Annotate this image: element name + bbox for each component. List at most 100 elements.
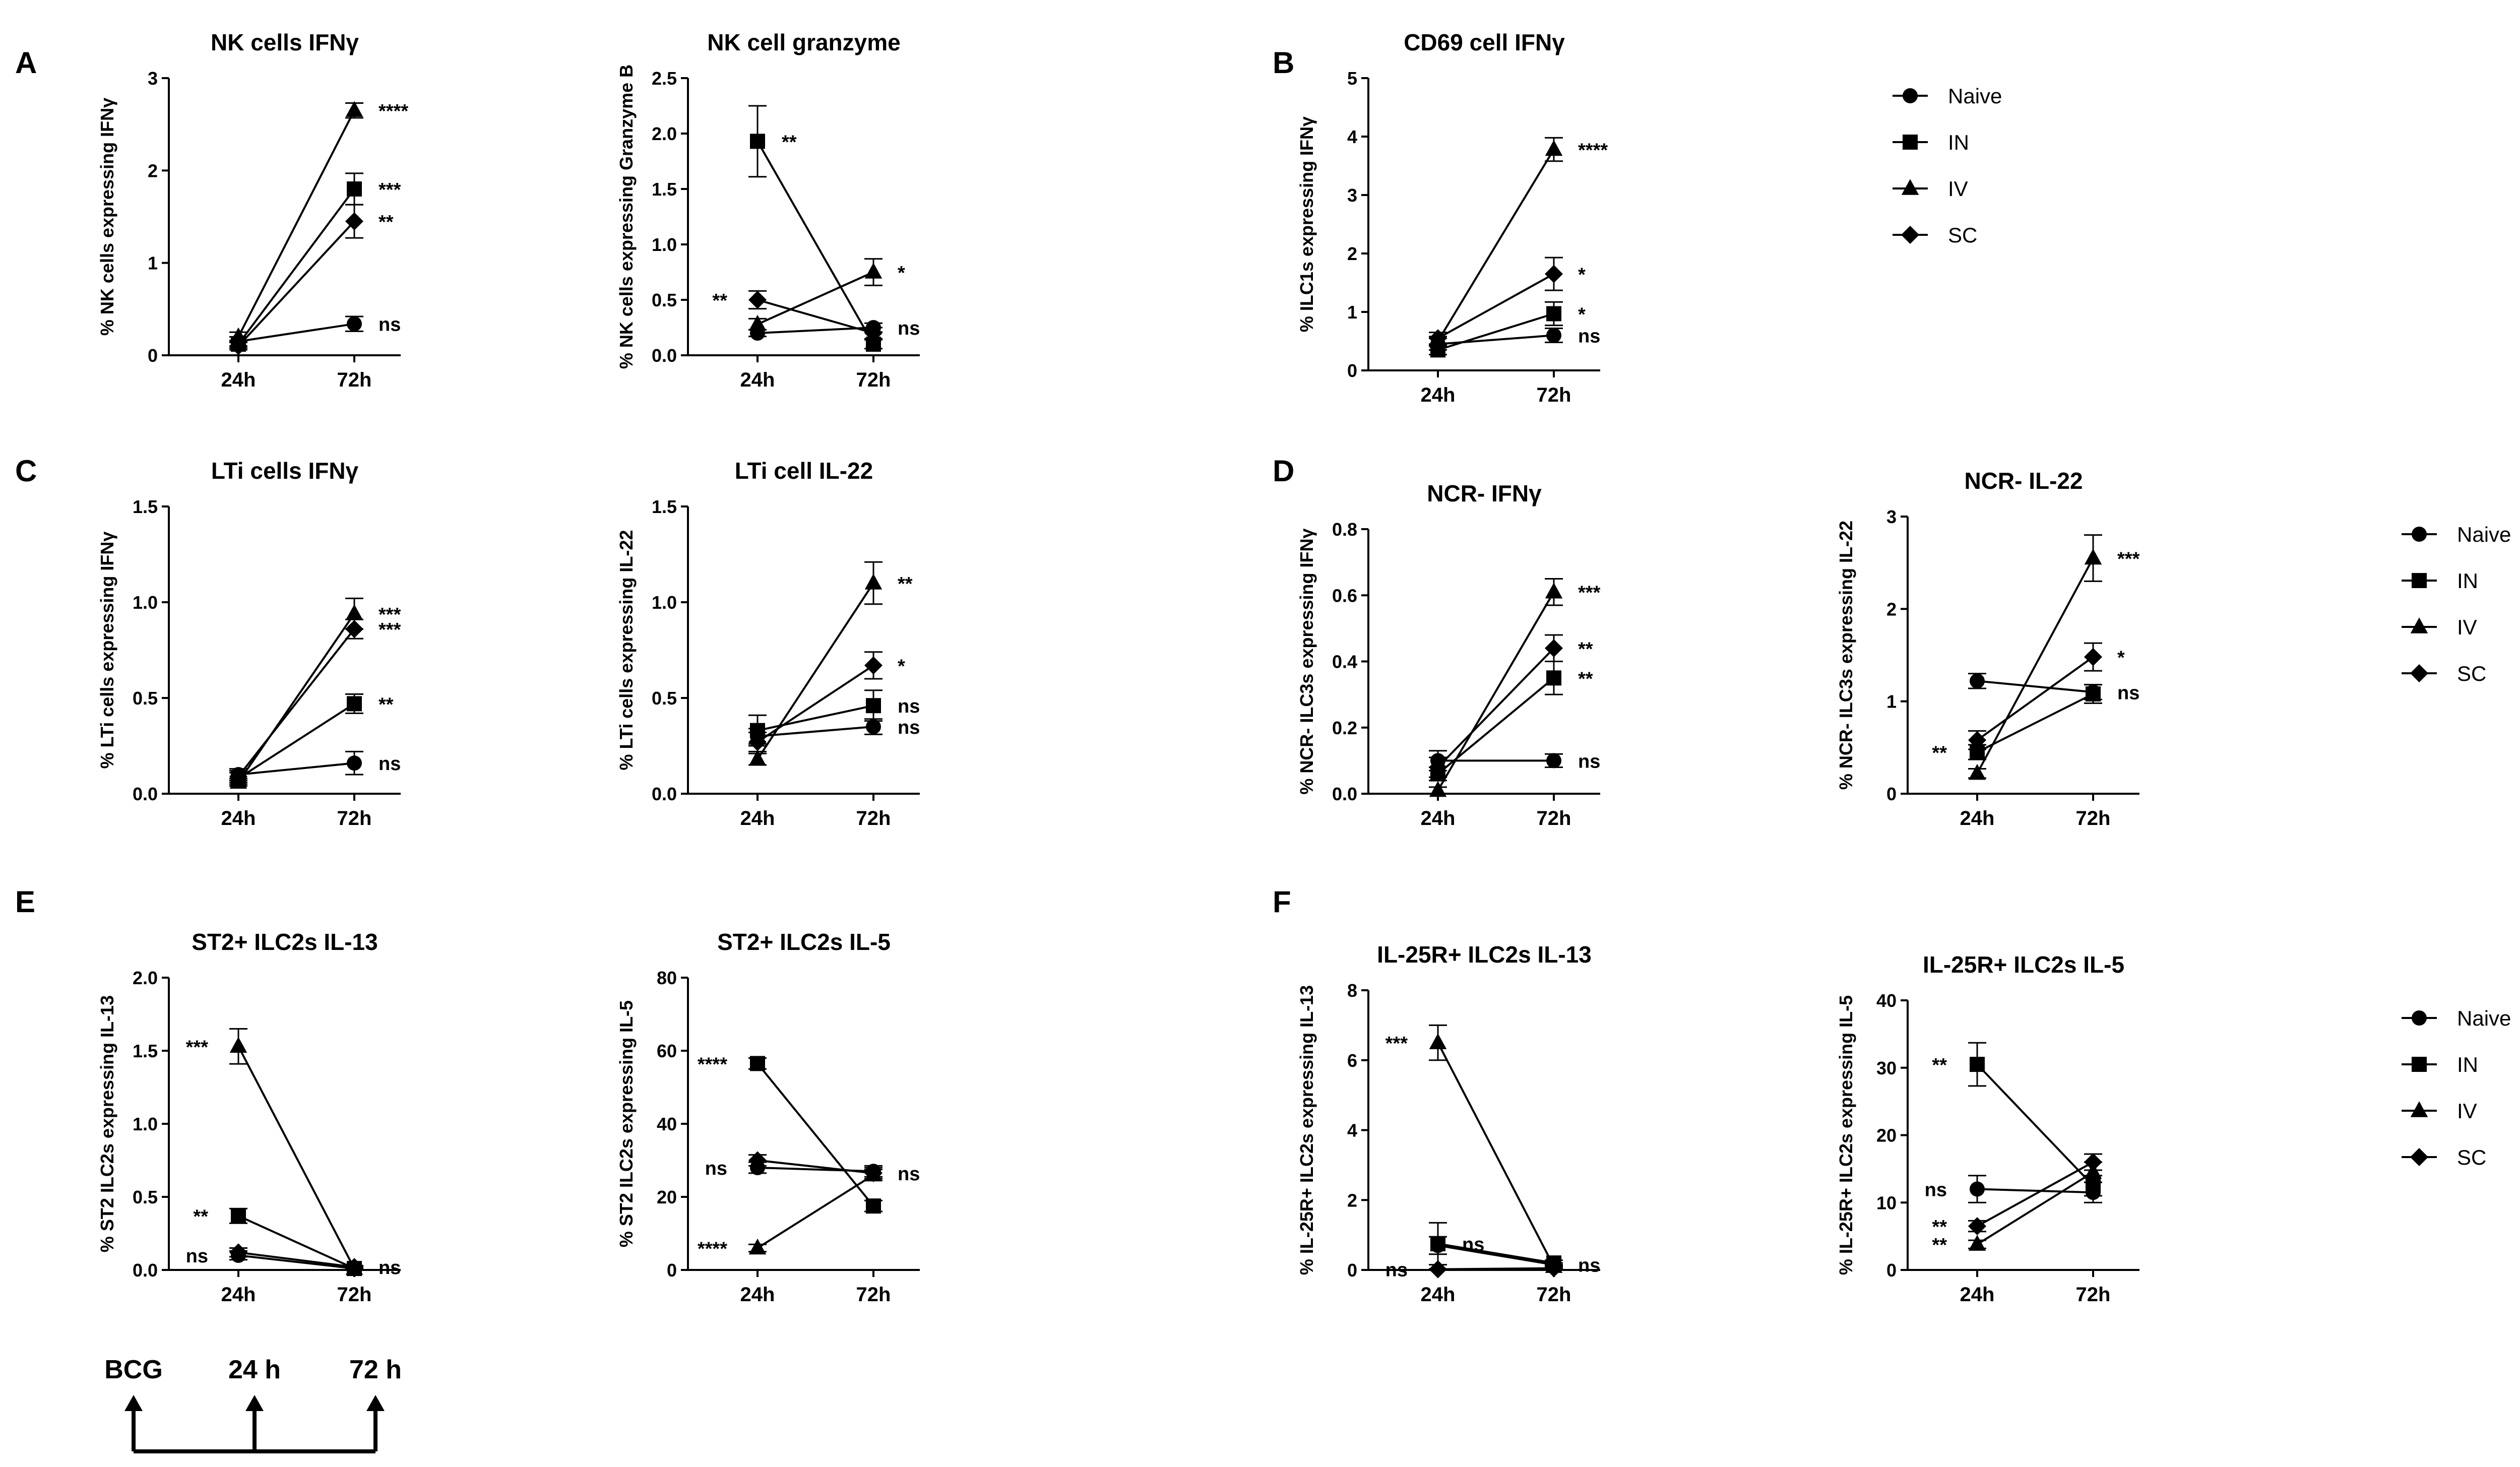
timeline-arrowhead-72h	[366, 1395, 385, 1411]
significance-label: *	[1578, 304, 1586, 325]
x-tick-label: 72h	[337, 369, 372, 391]
series-line	[238, 1254, 355, 1270]
significance-label: *	[2117, 648, 2125, 669]
series-line	[1976, 656, 2094, 741]
data-point	[345, 101, 363, 117]
series-naive: ns	[705, 1158, 883, 1179]
y-tick-label: 80	[657, 968, 677, 988]
chart-il25r-il5: IL-25R+ ILC2s IL-5 0 10 20 30 40 24h 72h % IL-25…	[1836, 951, 2139, 1306]
y-tick-label: 0.5	[652, 688, 677, 709]
data-point	[864, 1164, 883, 1182]
x-tick-label: 24h	[740, 1284, 775, 1306]
y-tick-label: 0.0	[652, 784, 677, 804]
series-line	[1977, 680, 2094, 693]
series-iv: ***	[1968, 534, 2140, 780]
data-point	[748, 1151, 767, 1170]
legend-marker-triangle	[2410, 1101, 2428, 1117]
series-iv: **	[748, 561, 913, 766]
significance-label: ****	[698, 1239, 727, 1260]
data-point	[750, 134, 765, 149]
data-point	[748, 749, 767, 766]
y-tick-label: 2	[1886, 599, 1897, 619]
legend-marker-triangle	[2410, 617, 2428, 633]
y-tick-label: 30	[1876, 1058, 1897, 1078]
significance-label: **	[379, 212, 394, 233]
significance-label: ****	[1578, 140, 1608, 161]
chart-title: IL-25R+ ILC2s IL-13	[1377, 941, 1592, 968]
x-tick-label: 72h	[1537, 384, 1571, 406]
series-in: **	[1932, 684, 2102, 764]
series-line	[757, 726, 874, 737]
significance-label: ***	[2117, 549, 2140, 570]
legend-marker-circle	[2412, 527, 2427, 542]
y-tick-label: 40	[1876, 990, 1897, 1011]
data-point	[866, 719, 881, 734]
data-point	[345, 604, 363, 620]
series-iv: ****	[698, 1165, 883, 1260]
x-tick-label: 72h	[856, 1284, 891, 1306]
legend-label: IV	[2457, 1099, 2477, 1123]
series-line	[237, 220, 355, 347]
y-tick-label: 0.0	[133, 1260, 158, 1281]
y-tick-label: 4	[1347, 1120, 1357, 1141]
y-tick-label: 0	[1886, 1260, 1897, 1281]
chart-title: ST2+ ILC2s IL-13	[192, 929, 377, 955]
x-tick-label: 72h	[1537, 807, 1571, 830]
significance-label: **	[782, 132, 797, 153]
legend-label: SC	[2457, 662, 2486, 685]
data-point	[866, 1198, 881, 1214]
data-point	[1430, 1236, 1445, 1251]
data-point	[1968, 731, 1986, 749]
data-point	[347, 755, 362, 771]
data-point	[864, 324, 883, 342]
data-point	[347, 316, 362, 332]
series-line	[237, 110, 355, 338]
y-tick-label: 1.0	[133, 1114, 158, 1134]
series-line	[1437, 1267, 1554, 1270]
y-tick-label: 6	[1347, 1050, 1357, 1071]
y-axis-label: % ST2 ILC2s expressing IL-5	[616, 1000, 637, 1247]
series-iv: ***	[186, 1028, 363, 1275]
panel-letter-b: B	[1273, 46, 1294, 80]
significance-label: ns	[898, 717, 920, 738]
series-line	[1977, 693, 2094, 753]
data-point	[1429, 758, 1447, 777]
series-sc: *	[748, 651, 905, 752]
significance-label: ns	[379, 1257, 401, 1279]
data-point	[1970, 1181, 1985, 1197]
x-tick-label: 24h	[221, 807, 256, 830]
significance-label: ns	[1578, 326, 1600, 347]
y-tick-label: 2	[1347, 243, 1357, 264]
panel-letter-f: F	[1273, 885, 1291, 919]
legend-label: Naive	[2457, 523, 2511, 546]
series-iv: **	[1932, 1161, 2102, 1256]
data-point	[1546, 306, 1561, 322]
y-tick-label: 0.2	[1332, 718, 1357, 738]
significance-label: ns	[1578, 751, 1600, 772]
chart-nk-ifng: NK cells IFNγ 0 1 2 3 24h 72h % NK cells expres…	[97, 29, 408, 391]
x-tick-label: 24h	[1421, 807, 1456, 830]
significance-label: ns	[186, 1246, 208, 1267]
significance-label: ns	[705, 1158, 727, 1179]
data-point	[1429, 781, 1447, 797]
data-point	[1970, 673, 1985, 689]
y-tick-label: 0.5	[652, 290, 677, 310]
data-point	[229, 337, 247, 355]
data-point	[1968, 763, 1986, 780]
series-sc: ns	[229, 1243, 401, 1279]
y-tick-label: 2	[1347, 1190, 1357, 1210]
chart-cd69-ifng: CD69 cell IFNγ 0 1 2 3 4 5 24h 72h % ILC1s expres…	[1296, 29, 1608, 406]
data-point	[1429, 1260, 1447, 1279]
data-point	[748, 733, 767, 751]
timeline-label-bcg: BCG	[104, 1355, 163, 1384]
series-line	[1437, 149, 1555, 342]
y-tick-label: 0.0	[1332, 784, 1357, 804]
y-tick-label: 2	[148, 160, 158, 181]
series-line	[237, 1046, 355, 1269]
y-tick-label: 0.4	[1332, 652, 1357, 672]
data-point	[1970, 1057, 1985, 1072]
series-line	[1977, 1161, 2094, 1227]
data-point	[345, 212, 363, 231]
y-tick-label: 0	[1347, 1260, 1357, 1281]
data-point	[1545, 639, 1563, 658]
